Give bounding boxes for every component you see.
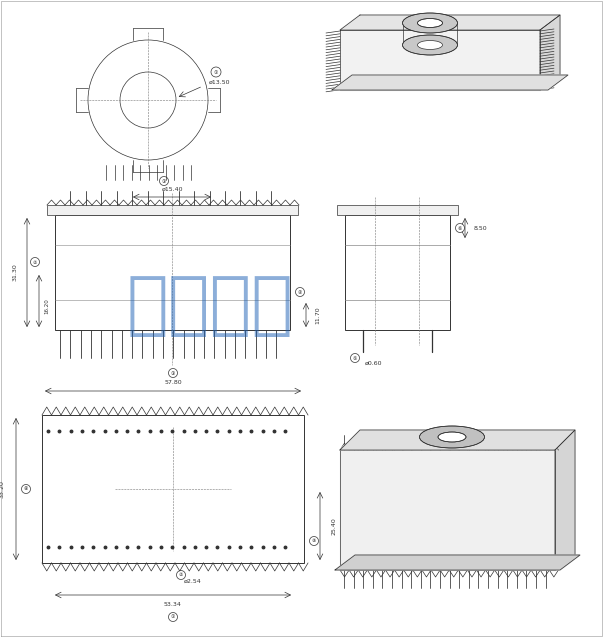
Polygon shape — [340, 15, 560, 30]
Text: ④: ④ — [298, 289, 302, 294]
Bar — [42, 415, 304, 563]
Polygon shape — [332, 75, 568, 90]
Bar — [47, 205, 298, 215]
Bar — [337, 205, 458, 215]
Polygon shape — [540, 15, 560, 90]
Ellipse shape — [402, 13, 458, 33]
Text: 53.34: 53.34 — [164, 603, 182, 608]
Bar — [345, 215, 450, 330]
Text: 11.70: 11.70 — [315, 306, 321, 324]
Text: ③: ③ — [162, 178, 166, 183]
Text: ②: ② — [33, 259, 37, 264]
Ellipse shape — [417, 18, 443, 27]
Ellipse shape — [438, 432, 466, 442]
Text: ø0.60: ø0.60 — [365, 361, 382, 366]
Polygon shape — [555, 430, 575, 570]
Text: 31.30: 31.30 — [13, 263, 17, 281]
Text: ø13.50: ø13.50 — [209, 80, 231, 85]
Polygon shape — [340, 30, 540, 90]
Ellipse shape — [417, 41, 443, 50]
Ellipse shape — [402, 35, 458, 55]
Ellipse shape — [420, 426, 484, 448]
Text: ①: ① — [171, 615, 175, 620]
Text: 8.50: 8.50 — [473, 225, 487, 231]
Text: ⑥: ⑥ — [458, 225, 462, 231]
Text: 33.20: 33.20 — [0, 480, 4, 498]
Polygon shape — [340, 450, 555, 570]
Polygon shape — [335, 555, 580, 570]
Text: ø2.54: ø2.54 — [184, 578, 202, 583]
Text: 25.40: 25.40 — [332, 517, 336, 535]
Text: ③: ③ — [171, 371, 175, 375]
Polygon shape — [340, 430, 575, 450]
Text: ②: ② — [179, 573, 183, 578]
Bar — [55, 215, 290, 330]
Text: 信高电子: 信高电子 — [127, 271, 294, 338]
Text: ⑧: ⑧ — [24, 487, 28, 492]
Text: ⑨: ⑨ — [312, 538, 316, 543]
Text: ø15.40: ø15.40 — [161, 187, 183, 192]
Text: 16.20: 16.20 — [45, 298, 49, 314]
Text: ⑤: ⑤ — [353, 355, 357, 361]
Text: ①: ① — [214, 69, 218, 75]
Text: 57.80: 57.80 — [164, 380, 182, 385]
